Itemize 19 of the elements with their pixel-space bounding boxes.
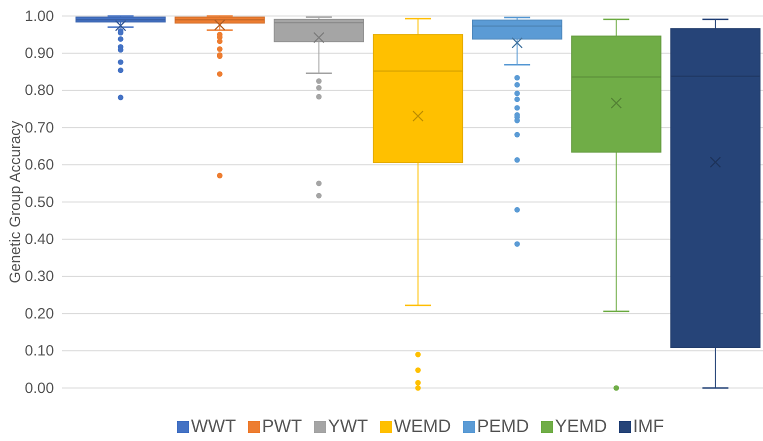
- legend-label: IMF: [633, 416, 664, 436]
- y-tick-label: 0.20: [24, 305, 54, 322]
- legend-label: PWT: [262, 416, 302, 436]
- y-tick-label: 0.00: [24, 380, 54, 397]
- y-tick-label: 0.50: [24, 194, 54, 211]
- y-tick-label: 0.40: [24, 231, 54, 248]
- legend-label: PEMD: [476, 416, 529, 436]
- legend-label: WEMD: [394, 416, 451, 436]
- y-tick-label: 0.60: [24, 156, 54, 174]
- y-tick-label: 0.30: [24, 268, 54, 286]
- y-tick-label: 0.80: [24, 82, 54, 100]
- y-tick-label: 0.10: [24, 342, 54, 360]
- legend-label: WWT: [190, 416, 236, 436]
- legend-label: YWT: [328, 416, 368, 436]
- legend-label: YEMD: [554, 416, 608, 436]
- y-tick-label: 0.70: [24, 119, 54, 136]
- y-axis-title: Genetic Group Accuracy: [7, 120, 24, 284]
- y-tick-label: 0.90: [24, 45, 54, 62]
- y-tick-label: 1.00: [24, 8, 54, 25]
